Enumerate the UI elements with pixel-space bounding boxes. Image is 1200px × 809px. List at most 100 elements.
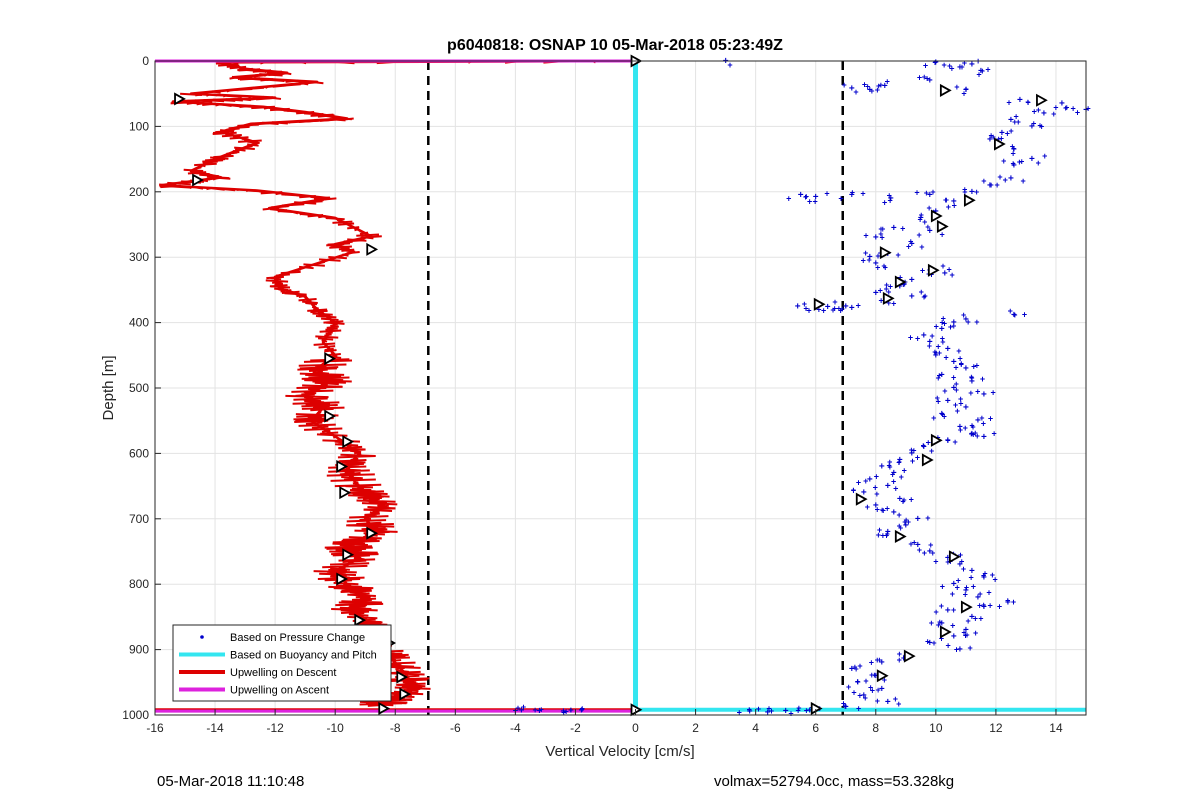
pressure-change-point: +: [876, 81, 881, 91]
upwelling-descent-segment: [318, 216, 325, 217]
pressure-change-point: +: [872, 670, 877, 680]
pressure-change-point: +: [920, 265, 925, 275]
pressure-change-point: +: [931, 413, 936, 423]
pressure-change-point: +: [897, 521, 902, 531]
upwelling-descent-segment: [337, 220, 340, 221]
pressure-change-point: +: [953, 362, 958, 372]
pressure-change-point: +: [951, 321, 956, 331]
upwelling-descent-segment: [347, 227, 359, 228]
pressure-change-point: +: [951, 605, 956, 615]
pressure-change-point: +: [874, 489, 879, 499]
upwelling-descent-segment: [225, 96, 241, 97]
pressure-change-point: +: [942, 386, 947, 396]
upwelling-descent-segment: [306, 81, 311, 82]
pressure-change-point: +: [849, 303, 855, 314]
upwelling-descent-segment: [293, 212, 298, 213]
pressure-change-point: +: [946, 202, 951, 212]
x-tick-label: -4: [510, 721, 521, 735]
upwelling-descent-segment: [328, 257, 347, 258]
upwelling-descent-segment: [320, 330, 342, 331]
y-tick-label: 200: [129, 185, 149, 199]
pressure-change-point: +: [974, 187, 979, 197]
pressure-change-point: +: [939, 601, 944, 611]
pressure-change-point: +: [937, 617, 942, 627]
upwelling-descent-segment: [230, 67, 246, 68]
pressure-change-point: +: [997, 601, 1002, 611]
pressure-change-point: +: [919, 242, 924, 252]
pressure-change-point: +: [915, 514, 921, 525]
upwelling-descent-segment: [341, 612, 369, 613]
pressure-change-point: +: [968, 388, 973, 398]
pressure-change-point: +: [897, 510, 902, 520]
x-tick-label: 2: [692, 721, 699, 735]
pressure-change-point: +: [1022, 309, 1027, 319]
upwelling-descent-segment: [169, 186, 192, 187]
pressure-change-point: +: [580, 703, 585, 713]
pressure-change-point: +: [923, 60, 928, 70]
pressure-change-point: +: [861, 256, 866, 266]
pressure-change-point: +: [968, 643, 973, 653]
upwelling-descent-segment: [319, 262, 325, 263]
pressure-change-point: +: [962, 184, 967, 194]
pressure-change-point: +: [1017, 95, 1023, 106]
upwelling-descent-segment: [322, 431, 330, 432]
upwelling-descent-segment: [301, 83, 308, 84]
pressure-change-point: +: [954, 645, 959, 655]
upwelling-descent-segment: [312, 304, 313, 305]
pressure-change-point: +: [867, 255, 872, 265]
upwelling-descent-segment: [319, 346, 336, 347]
upwelling-descent-segment: [276, 193, 282, 194]
pressure-change-point: +: [893, 483, 898, 493]
x-tick-label: -10: [327, 721, 345, 735]
pressure-change-point: +: [908, 237, 913, 247]
pressure-change-point: +: [1005, 128, 1010, 138]
pressure-change-point: +: [990, 570, 995, 580]
upwelling-descent-segment: [273, 85, 286, 86]
pressure-change-point: +: [946, 641, 951, 651]
y-tick-label: 0: [142, 54, 149, 68]
y-tick-label: 300: [129, 250, 149, 264]
pressure-change-point: +: [974, 361, 979, 371]
upwelling-descent-segment: [212, 91, 221, 92]
upwelling-descent-segment: [315, 383, 339, 384]
pressure-change-point: +: [906, 517, 911, 527]
pressure-change-point: +: [985, 64, 990, 74]
upwelling-descent-segment: [322, 566, 367, 567]
upwelling-descent-segment: [318, 338, 333, 339]
upwelling-descent-segment: [309, 370, 328, 371]
pressure-change-point: +: [974, 317, 979, 327]
pressure-change-point: +: [1006, 97, 1011, 107]
upwelling-descent-segment: [256, 143, 258, 144]
upwelling-descent-segment: [322, 198, 336, 199]
pressure-change-point: +: [992, 429, 997, 439]
upwelling-descent-segment: [316, 316, 336, 317]
legend-label: Upwelling on Ascent: [230, 685, 329, 697]
pressure-change-point: +: [952, 437, 957, 447]
upwelling-descent-segment: [322, 340, 327, 341]
pressure-change-point: +: [924, 188, 929, 198]
pressure-change-point: +: [945, 435, 950, 445]
pressure-change-point: +: [963, 590, 968, 600]
pressure-change-point: +: [952, 200, 957, 210]
x-tick-label: -14: [206, 721, 224, 735]
pressure-change-point: +: [885, 76, 890, 86]
pressure-change-point: +: [841, 699, 846, 709]
y-tick-label: 800: [129, 577, 149, 591]
pressure-change-point: +: [994, 180, 999, 190]
upwelling-descent-segment: [338, 456, 376, 457]
pressure-change-point: +: [860, 189, 865, 199]
x-tick-label: 4: [752, 721, 759, 735]
pressure-change-point: +: [950, 621, 955, 631]
upwelling-descent-segment: [344, 250, 355, 251]
pressure-change-point: +: [951, 632, 957, 643]
upwelling-descent-segment: [356, 234, 379, 235]
pressure-change-point: +: [769, 706, 774, 716]
pressure-change-point: +: [988, 413, 993, 423]
pressure-change-point: +: [971, 429, 976, 439]
pressure-change-point: +: [954, 82, 959, 92]
upwelling-descent-segment: [320, 432, 338, 433]
pressure-change-point: +: [1051, 109, 1056, 119]
x-tick-label: -8: [390, 721, 401, 735]
upwelling-descent-segment: [230, 77, 237, 78]
pressure-change-point: +: [863, 476, 868, 486]
